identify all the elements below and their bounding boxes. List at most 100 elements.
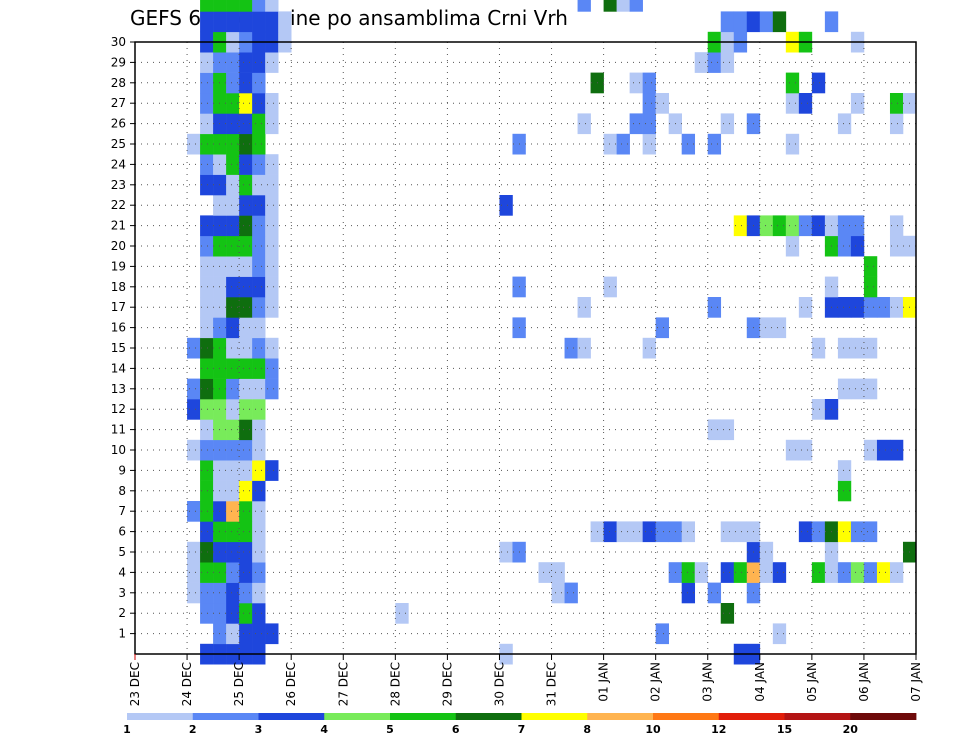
heatmap-cell xyxy=(226,174,240,196)
heatmap-cell xyxy=(239,317,253,339)
heatmap-cell xyxy=(720,562,735,583)
legend-label: 1 xyxy=(123,723,131,736)
heatmap-cell xyxy=(850,215,865,237)
heatmap-cell xyxy=(200,419,214,441)
heatmap-cell xyxy=(889,113,904,135)
heatmap-cell xyxy=(863,276,878,298)
y-tick-label: 28 xyxy=(111,76,126,90)
heatmap-cell xyxy=(746,11,761,33)
heatmap-cell xyxy=(551,562,565,583)
legend-label: 15 xyxy=(777,723,792,736)
heatmap-cell xyxy=(239,480,253,502)
heatmap-cell xyxy=(629,72,643,94)
heatmap-cell xyxy=(226,215,240,237)
heatmap-cell xyxy=(811,399,826,420)
heatmap-cell xyxy=(616,0,630,12)
y-tick-label: 23 xyxy=(111,178,126,192)
heatmap-cell xyxy=(252,317,266,339)
heatmap-cell xyxy=(772,317,787,339)
heatmap-cell xyxy=(200,256,214,277)
heatmap-cell xyxy=(226,276,240,298)
heatmap-cell xyxy=(252,337,266,359)
heatmap-cell xyxy=(226,256,240,277)
y-tick-label: 11 xyxy=(111,423,126,437)
heatmap-cell xyxy=(876,297,891,318)
heatmap-cell xyxy=(785,133,800,155)
legend-label: 6 xyxy=(452,723,460,736)
heatmap-cell xyxy=(265,52,279,73)
heatmap-cell xyxy=(863,297,878,318)
heatmap-cell xyxy=(265,623,279,645)
heatmap-cell xyxy=(837,562,852,583)
heatmap-cell xyxy=(226,154,240,175)
y-tick-label: 9 xyxy=(118,463,126,477)
heatmap-cell xyxy=(252,72,266,94)
heatmap-cell xyxy=(213,0,227,12)
heatmap-cell xyxy=(239,378,253,400)
legend-swatch xyxy=(192,713,259,720)
y-tick-label: 4 xyxy=(118,565,126,579)
x-tick-label: 07 JAN xyxy=(909,662,923,702)
legend-swatch xyxy=(390,713,457,720)
heatmap-cell xyxy=(226,195,240,216)
heatmap-cell xyxy=(239,235,253,257)
heatmap-cell xyxy=(265,195,279,216)
x-tick-label: 05 JAN xyxy=(805,662,819,702)
x-tick-label: 02 JAN xyxy=(649,662,663,702)
x-tick-label: 26 DEC xyxy=(284,662,298,706)
heatmap-cell xyxy=(850,337,865,359)
heatmap-cell xyxy=(200,337,214,359)
heatmap-cell xyxy=(863,521,878,543)
heatmap-cell xyxy=(720,113,735,135)
heatmap-cell xyxy=(603,0,617,12)
heatmap-cell xyxy=(798,297,813,318)
y-tick-label: 2 xyxy=(118,606,126,620)
heatmap-cell xyxy=(265,337,279,359)
heatmap-cell xyxy=(187,133,201,155)
heatmap-cell xyxy=(252,460,266,481)
heatmap-cell xyxy=(226,541,240,563)
x-tick-label: 30 DEC xyxy=(492,662,506,706)
x-tick-label: 27 DEC xyxy=(336,662,350,706)
heatmap-cell xyxy=(239,562,253,583)
heatmap-cell xyxy=(239,11,253,33)
heatmap-cell xyxy=(252,378,266,400)
heatmap-cell xyxy=(200,480,214,502)
heatmap-cell xyxy=(811,215,826,237)
heatmap-cell xyxy=(226,419,240,441)
heatmap-cell xyxy=(876,562,891,583)
heatmap-cell xyxy=(837,337,852,359)
heatmap-cell xyxy=(577,297,591,318)
x-tick-label: 01 JAN xyxy=(597,662,611,702)
heatmap-cell xyxy=(187,399,201,420)
heatmap-cell xyxy=(252,541,266,563)
heatmap-cell xyxy=(759,215,774,237)
heatmap-cell xyxy=(551,582,565,604)
heatmap-cell xyxy=(226,235,240,257)
heatmap-cell xyxy=(694,52,709,73)
heatmap-cell xyxy=(850,378,865,400)
x-axis-ticks: 23 DEC 24 DEC 25 DEC 26 DEC 27 DEC 28 DEC 29 D… xyxy=(128,654,923,706)
y-tick-label: 30 xyxy=(111,35,126,49)
x-tick-label: 04 JAN xyxy=(753,662,767,702)
heatmap-cell xyxy=(252,174,266,196)
heatmap-cell xyxy=(200,276,214,298)
gridlines xyxy=(135,42,916,654)
chart-title: GEFS 6hr padavine po ansamblima Crni Vrh xyxy=(130,6,568,30)
heatmap-cell xyxy=(772,562,787,583)
heatmap-cell xyxy=(837,460,852,481)
heatmap-cell xyxy=(226,460,240,481)
heatmap-cell xyxy=(863,337,878,359)
heatmap-cell xyxy=(239,52,253,73)
heatmap-cell xyxy=(239,154,253,175)
heatmap-cell xyxy=(538,562,552,583)
heatmap-cell xyxy=(239,174,253,196)
heatmap-cell xyxy=(889,297,904,318)
heatmap-cell xyxy=(252,154,266,175)
y-tick-label: 5 xyxy=(118,545,126,559)
heatmap-cell xyxy=(226,317,240,339)
heatmap-cell xyxy=(200,562,214,583)
y-tick-label: 29 xyxy=(111,55,126,69)
heatmap-cell xyxy=(707,582,722,604)
heatmap-cell xyxy=(733,11,748,33)
